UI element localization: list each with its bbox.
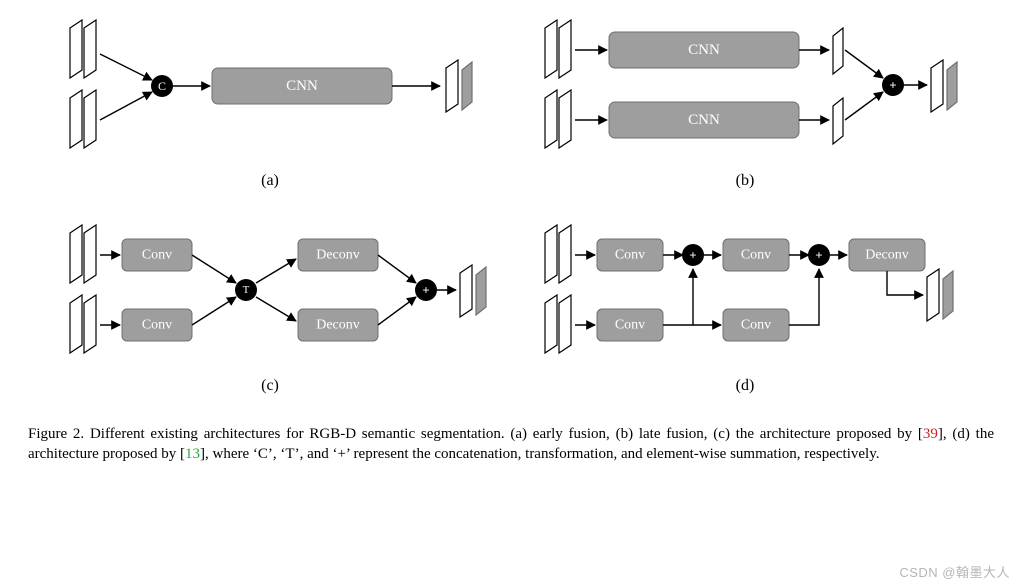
cnn-label-a: CNN [286,78,318,94]
cnn-label-b-top: CNN [688,42,720,58]
panel-a-label: (a) [261,172,279,189]
citation-39[interactable]: 39 [923,426,938,442]
conv-top2-d: Conv [741,248,771,263]
op-concat-label: C [158,79,166,93]
cnn-label-b-bot: CNN [688,112,720,128]
op-plus1-d-label: + [689,248,696,263]
op-transform-label: T [243,284,250,296]
deconv-bot-c: Deconv [316,318,360,333]
panel-d: Conv Conv + Conv Conv + Deconv [545,225,953,394]
deconv-top-c: Deconv [316,248,360,263]
panel-b: CNN CNN + (b) [545,20,957,189]
panel-b-label: (b) [736,172,755,189]
op-plus-b-label: + [889,78,896,93]
caption-prefix: Figure 2. Different existing architectur… [28,426,923,442]
figure-caption: Figure 2. Different existing architectur… [0,420,1022,477]
conv-top1-d: Conv [615,248,645,263]
conv-bot-c: Conv [142,318,172,333]
op-plus2-d-label: + [815,248,822,263]
conv-top-c: Conv [142,248,172,263]
deconv-d: Deconv [865,248,909,263]
watermark: CSDN @翰墨大人 [899,562,1010,581]
caption-suffix: ], where ‘C’, ‘T’, and ‘+’ represent the… [200,446,879,462]
panel-c-label: (c) [261,377,279,394]
figure-diagram: C CNN (a) CNN CNN [0,0,1022,420]
panel-c: Conv Conv T Deconv Deconv + (c) [70,225,486,394]
citation-13[interactable]: 13 [185,446,200,462]
panel-a: C CNN (a) [70,20,472,189]
op-plus-c-label: + [422,283,429,298]
panel-d-label: (d) [736,377,755,394]
conv-bot1-d: Conv [615,318,645,333]
conv-bot2-d: Conv [741,318,771,333]
